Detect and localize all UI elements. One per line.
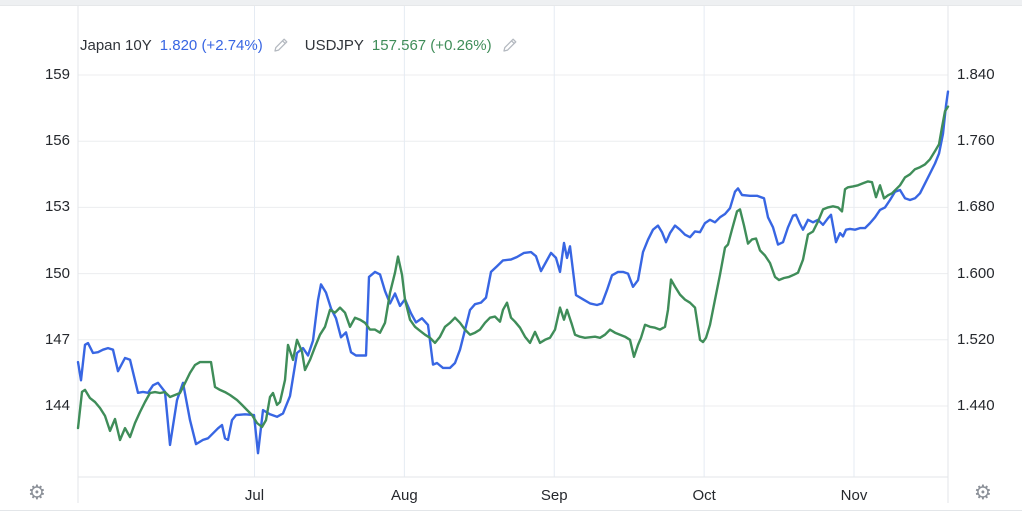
axis-tick-label: Sep xyxy=(540,487,568,504)
series2-value: 157.567 (+0.26%) xyxy=(371,36,492,54)
axis-tick-label: 147 xyxy=(44,330,70,348)
series-line-japan-10y xyxy=(76,90,950,455)
axis-tick-label: 1.760 xyxy=(957,132,995,150)
axis-tick-label: 150 xyxy=(44,264,70,282)
series1-name: Japan 10Y xyxy=(80,36,152,54)
axis-tick-label: 1.600 xyxy=(957,264,995,282)
top-border xyxy=(0,0,1022,6)
edit-series2-icon[interactable] xyxy=(501,37,518,54)
axis-tick-label: 144 xyxy=(44,397,70,414)
series1-value: 1.820 (+2.74%) xyxy=(159,36,263,54)
legend: Japan 10Y 1.820 (+2.74%) USDJPY 157.567 … xyxy=(80,36,534,54)
axis-tick-label: 1.840 xyxy=(957,66,995,83)
series-line-usdjpy xyxy=(76,105,950,442)
axis-tick-label: 156 xyxy=(44,132,70,150)
edit-series1-icon[interactable] xyxy=(272,37,289,54)
axis-tick-label: 159 xyxy=(44,66,70,83)
settings-gear-icon-left[interactable]: ⚙ xyxy=(28,480,46,504)
axis-tick-label: Aug xyxy=(391,487,418,504)
series2-name: USDJPY xyxy=(304,36,364,54)
axis-tick-label: 1.680 xyxy=(957,198,995,216)
axis-tick-label: 1.440 xyxy=(957,397,995,414)
axis-tick-label: 1.520 xyxy=(957,330,995,348)
axis-tick-label: Jul xyxy=(244,487,265,504)
axis-tick-label: Nov xyxy=(840,487,868,504)
settings-gear-icon-right[interactable]: ⚙ xyxy=(974,480,992,504)
axis-tick-label: 153 xyxy=(44,198,70,216)
axis-tick-label: Oct xyxy=(692,487,716,504)
